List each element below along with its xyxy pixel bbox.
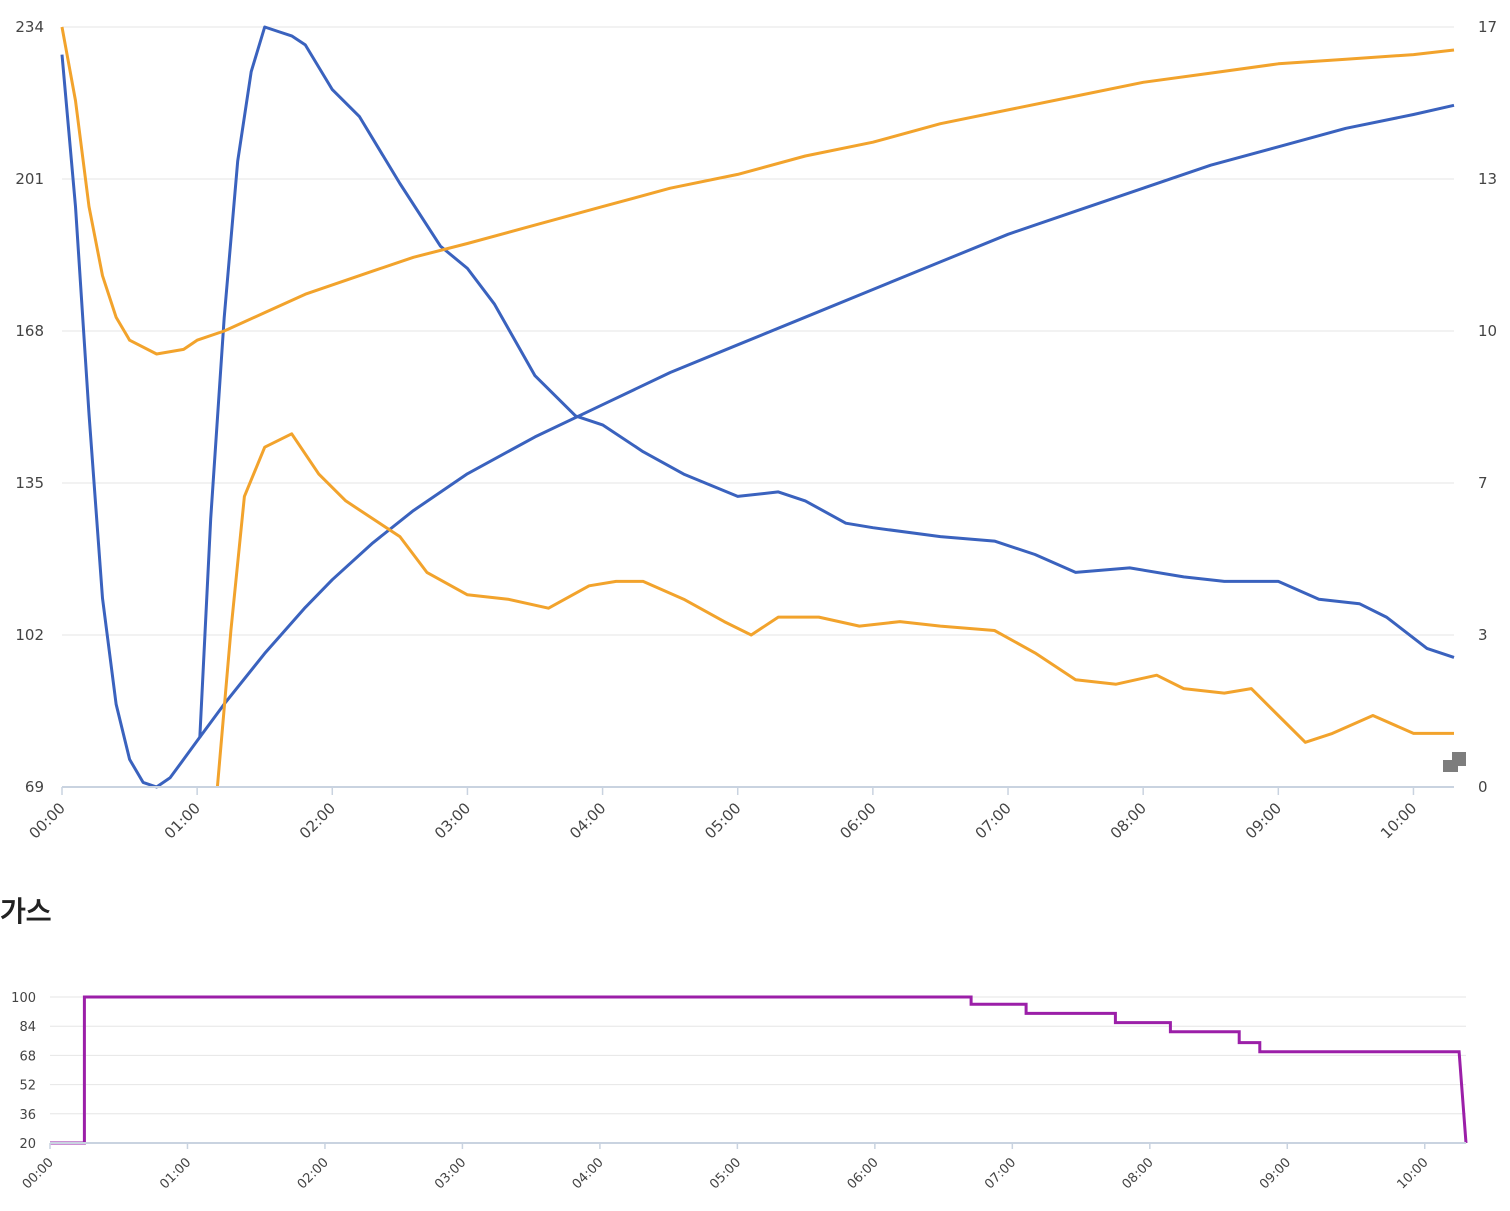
series-line [60,26,1455,356]
series-line [60,54,1455,789]
x-tick-label: 08:00 [1120,1155,1157,1192]
y-right-tick-label: 13 [1478,170,1497,188]
gas-series-line [50,995,1468,1145]
x-tick-label: 06:00 [836,799,879,842]
export-icon[interactable] [1442,752,1466,774]
x-tick-label: 02:00 [296,799,339,842]
x-tick-label: 04:00 [570,1155,607,1192]
x-tick-label: 03:00 [431,799,474,842]
x-tick-label: 01:00 [157,1155,194,1192]
gas-chart-series [50,995,1468,1145]
x-tick-label: 05:00 [701,799,744,842]
y-right-tick-label: 10 [1478,322,1497,340]
y-left-tick-label: 234 [15,18,44,36]
x-tick-label: 00:00 [26,799,69,842]
y-tick-label: 20 [19,1137,36,1152]
x-tick-label: 07:00 [972,799,1015,842]
gas-line-chart: 00:00 01:00 02:00 03:00 04:00 05:00 06:00 07:00… [11,991,1468,1192]
export-icon-shape [1443,752,1466,772]
x-tick-label: 10:00 [1377,799,1420,842]
main-chart-gridlines [62,26,1454,636]
series-line [215,432,1454,788]
y-right-tick-label: 17 [1478,18,1497,36]
main-chart-x-axis: 00:00 01:00 02:00 03:00 04:00 05:00 06:00 07:00… [26,786,1454,842]
x-tick-label: 10:00 [1394,1155,1431,1192]
y-tick-label: 68 [19,1049,36,1064]
main-chart-right-y-axis: 0 3 7 10 13 17 [1478,18,1497,796]
gas-chart-x-axis: 00:00 01:00 02:00 03:00 04:00 05:00 06:00 07:00… [20,1142,1466,1192]
y-left-tick-label: 135 [15,474,44,492]
y-left-tick-label: 102 [15,626,44,644]
y-right-tick-label: 0 [1478,778,1488,796]
x-tick-label: 03:00 [432,1155,469,1192]
y-tick-label: 84 [19,1020,36,1035]
gas-chart-gridlines [50,996,1466,1115]
x-tick-label: 06:00 [845,1155,882,1192]
main-line-chart: 00:00 01:00 02:00 03:00 04:00 05:00 06:00 07:00… [15,18,1497,842]
x-tick-label: 04:00 [566,799,609,842]
x-tick-label: 02:00 [295,1155,332,1192]
y-tick-label: 100 [11,991,36,1006]
gas-chart-title: 가스 [0,895,52,928]
gas-chart-y-axis: 20 36 52 68 84 100 [11,991,36,1152]
x-tick-label: 05:00 [707,1155,744,1192]
y-right-tick-label: 7 [1478,474,1488,492]
y-right-tick-label: 3 [1478,626,1488,644]
y-tick-label: 36 [19,1108,36,1123]
y-left-tick-label: 201 [15,170,44,188]
x-tick-label: 09:00 [1242,799,1285,842]
y-left-tick-label: 168 [15,322,44,340]
x-tick-label: 01:00 [161,799,204,842]
main-chart-series [60,25,1455,789]
x-tick-label: 09:00 [1257,1155,1294,1192]
y-tick-label: 52 [19,1079,36,1094]
y-left-tick-label: 69 [25,778,44,796]
x-tick-label: 00:00 [20,1155,57,1192]
x-tick-label: 07:00 [982,1155,1019,1192]
x-tick-label: 08:00 [1107,799,1150,842]
series-line [198,25,1455,738]
main-chart-left-y-axis: 69 102 135 168 201 234 [15,18,44,796]
